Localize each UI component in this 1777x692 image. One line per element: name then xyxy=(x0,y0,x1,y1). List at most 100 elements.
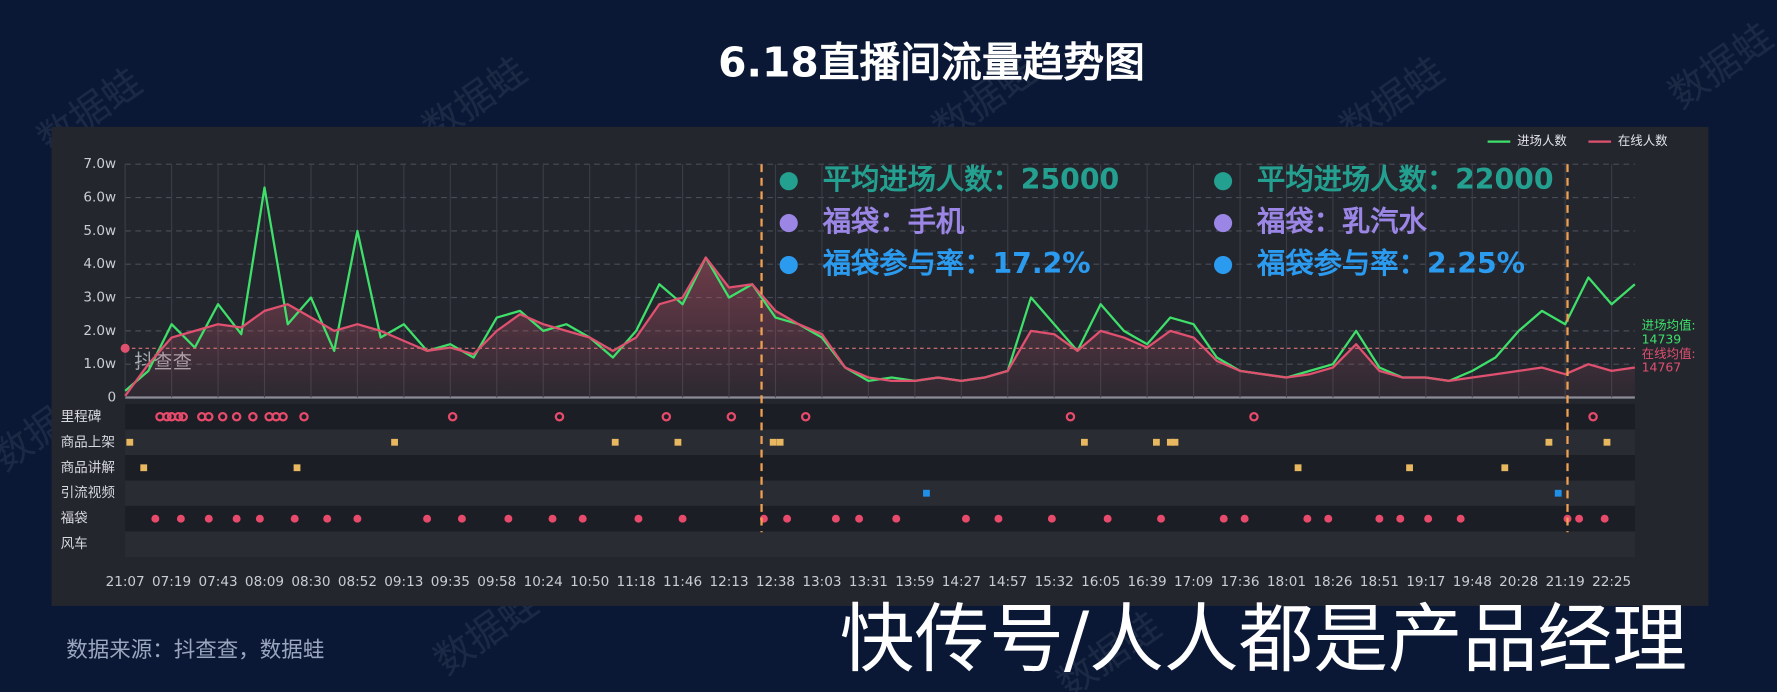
x-tick-label: 19:48 xyxy=(1453,574,1492,590)
x-tick-label: 09:58 xyxy=(477,574,516,590)
x-tick-label: 21:07 xyxy=(106,574,145,590)
lane-marker xyxy=(831,514,840,523)
lane-marker xyxy=(248,412,258,422)
lane-label: 引流视频 xyxy=(61,485,116,501)
annotation-dot xyxy=(779,255,798,275)
lane-marker xyxy=(1065,412,1076,422)
lane-label: 商品上架 xyxy=(61,434,115,450)
lane-marker xyxy=(1588,412,1598,422)
lane-marker xyxy=(634,514,643,523)
source: 数据来源：抖查查，数据蛙 xyxy=(66,638,324,663)
lane-marker xyxy=(1396,514,1405,523)
x-tick-label: 08:52 xyxy=(338,574,377,590)
lane-marker xyxy=(1545,438,1553,446)
lane-marker xyxy=(323,514,332,523)
lane-label: 风车 xyxy=(61,535,88,552)
lane-marker xyxy=(1303,514,1312,523)
lane-marker xyxy=(1406,464,1413,472)
lane-marker xyxy=(278,412,288,422)
lane-marker xyxy=(611,438,619,446)
lane-marker xyxy=(1375,514,1384,523)
lane-marker xyxy=(457,514,466,523)
lane-marker xyxy=(1047,514,1056,523)
x-tick-label: 07:43 xyxy=(198,574,237,590)
lane-marker xyxy=(548,514,557,523)
x-tick-label: 09:35 xyxy=(431,574,470,590)
annotation-dot xyxy=(779,214,798,233)
lane-marker xyxy=(776,438,784,446)
series-line xyxy=(124,256,1636,397)
lane-marker xyxy=(1081,438,1088,446)
x-tick-label: 18:51 xyxy=(1360,574,1399,590)
x-tick-label: 17:09 xyxy=(1174,574,1213,590)
x-tick-label: 12:38 xyxy=(756,574,795,590)
lane-marker xyxy=(661,412,672,422)
lane-marker xyxy=(783,514,792,523)
x-tick-label: 14:57 xyxy=(988,574,1027,590)
x-tick-label: 18:26 xyxy=(1313,574,1352,590)
lane-marker xyxy=(1501,464,1509,472)
lane-marker xyxy=(176,514,185,523)
lane-marker xyxy=(961,514,970,523)
x-tick-label: 19:17 xyxy=(1406,574,1445,590)
lane-marker xyxy=(1240,514,1249,523)
x-tick-label: 11:46 xyxy=(663,574,702,590)
reference-label: 在线均值: xyxy=(1642,346,1696,361)
lane-marker xyxy=(994,514,1003,523)
lane-marker xyxy=(217,412,228,422)
lane-marker xyxy=(504,514,513,523)
lane-marker xyxy=(1603,438,1611,446)
lane-marker xyxy=(232,514,241,523)
annotation-dot xyxy=(1214,214,1233,233)
annotation-text: 福袋：乳汽水 xyxy=(1256,205,1427,238)
lane-marker xyxy=(923,489,930,497)
annotation-text: 福袋参与率：2.25% xyxy=(1256,247,1525,280)
reference-label: 进场均值: xyxy=(1642,318,1696,333)
lane-marker xyxy=(554,412,565,422)
lane-marker xyxy=(293,464,301,472)
lane-marker xyxy=(1575,514,1584,523)
x-tick-label: 17:36 xyxy=(1220,574,1259,590)
lane-band xyxy=(125,480,1635,506)
lane-marker xyxy=(204,412,214,422)
lane-marker xyxy=(769,438,777,446)
lane-marker xyxy=(353,514,362,523)
lane-marker xyxy=(423,514,432,523)
lane-marker xyxy=(1153,438,1160,446)
annotation-text: 福袋参与率：17.2% xyxy=(822,247,1091,280)
x-tick-label: 10:50 xyxy=(570,574,609,590)
lane-marker xyxy=(391,438,398,446)
lane-marker xyxy=(892,514,901,523)
lane-band xyxy=(125,455,1635,481)
lane-marker xyxy=(1294,464,1302,472)
y-tick-label: 3.0w xyxy=(83,290,116,306)
reference-value: 14739 xyxy=(1642,331,1682,346)
lane-band xyxy=(125,429,1635,456)
lane-marker xyxy=(726,412,737,422)
lane-label: 里程碑 xyxy=(61,409,102,425)
x-tick-label: 16:39 xyxy=(1128,574,1167,590)
y-tick-label: 2.0w xyxy=(83,323,116,339)
chart-title: 6.18直播间流量趋势图 xyxy=(718,39,1145,87)
x-tick-label: 08:09 xyxy=(245,574,284,590)
x-tick-label: 13:59 xyxy=(895,574,934,590)
annotation-dot xyxy=(779,172,798,191)
lane-marker xyxy=(178,412,188,422)
legend-label: 进场人数 xyxy=(1517,133,1567,148)
lane-marker xyxy=(447,412,458,422)
x-tick-label: 10:24 xyxy=(524,574,563,590)
x-tick-label: 07:19 xyxy=(152,574,191,590)
x-tick-label: 13:31 xyxy=(849,574,888,590)
lane-marker xyxy=(255,514,264,523)
x-tick-label: 14:27 xyxy=(942,574,981,590)
lane-marker xyxy=(231,412,242,422)
x-tick-label: 16:05 xyxy=(1081,574,1120,590)
x-tick-label: 08:30 xyxy=(291,574,330,590)
annotation-dot xyxy=(1214,255,1233,275)
lane-marker xyxy=(1171,438,1179,446)
lane-marker xyxy=(151,514,160,523)
legend-label: 在线人数 xyxy=(1618,133,1668,148)
lane-band xyxy=(125,505,1635,532)
x-tick-label: 20:28 xyxy=(1499,574,1538,590)
